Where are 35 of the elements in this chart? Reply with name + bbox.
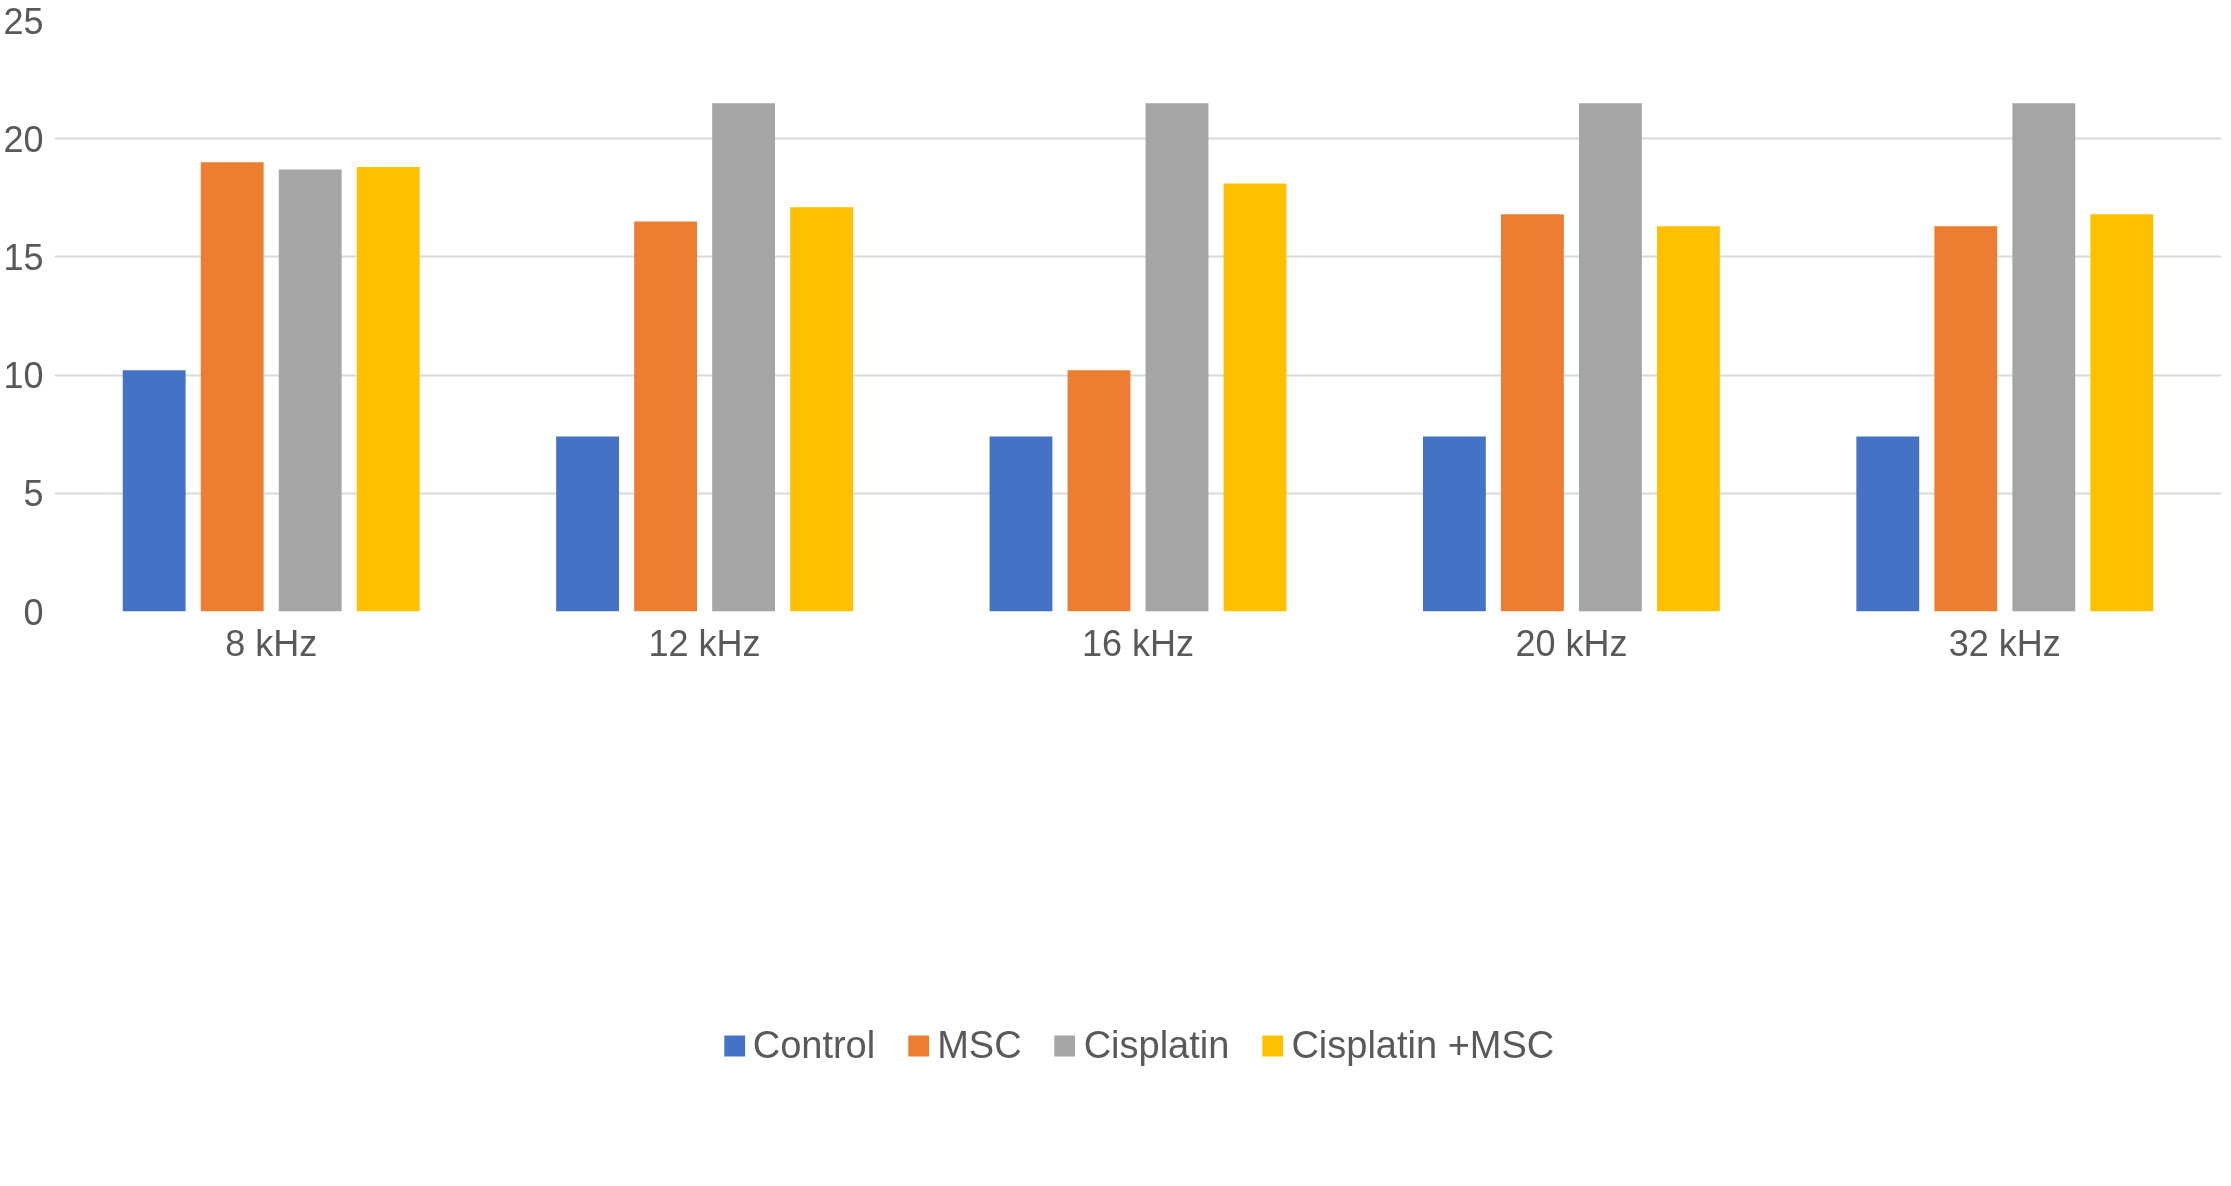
bar bbox=[1856, 436, 1920, 612]
bar bbox=[1223, 183, 1287, 612]
x-tick-label: 8 kHz bbox=[225, 622, 318, 664]
legend-label: Cisplatin +MSC bbox=[1291, 1023, 1555, 1067]
bar bbox=[1657, 226, 1720, 612]
bar bbox=[1422, 436, 1486, 612]
bar bbox=[634, 221, 698, 612]
bar bbox=[1067, 370, 1131, 612]
y-tick-label: 10 bbox=[3, 355, 44, 397]
legend-label: Control bbox=[752, 1023, 876, 1067]
y-tick-label: 25 bbox=[3, 0, 44, 42]
bar bbox=[790, 207, 854, 612]
bar bbox=[278, 169, 342, 612]
y-tick-label: 5 bbox=[23, 473, 44, 515]
x-tick-label: 20 kHz bbox=[1515, 622, 1628, 664]
x-tick-label: 32 kHz bbox=[1948, 622, 2061, 664]
bar bbox=[2090, 214, 2154, 612]
bar bbox=[2012, 103, 2076, 612]
bar bbox=[712, 103, 776, 612]
y-tick-label: 0 bbox=[23, 591, 44, 633]
bar bbox=[1500, 214, 1564, 612]
bar bbox=[356, 167, 420, 612]
y-tick-label: 15 bbox=[3, 236, 44, 278]
bar bbox=[1934, 226, 1998, 612]
bar bbox=[122, 370, 186, 612]
bar bbox=[200, 162, 264, 612]
x-tick-label: 12 kHz bbox=[648, 622, 761, 664]
legend-label: Cisplatin bbox=[1083, 1023, 1230, 1067]
bar bbox=[556, 436, 619, 612]
x-tick-label: 16 kHz bbox=[1081, 622, 1195, 664]
legend-label: MSC bbox=[937, 1023, 1022, 1067]
bar bbox=[1578, 103, 1642, 612]
y-tick-label: 20 bbox=[3, 118, 44, 160]
bar bbox=[989, 436, 1053, 612]
bar bbox=[1145, 103, 1209, 612]
